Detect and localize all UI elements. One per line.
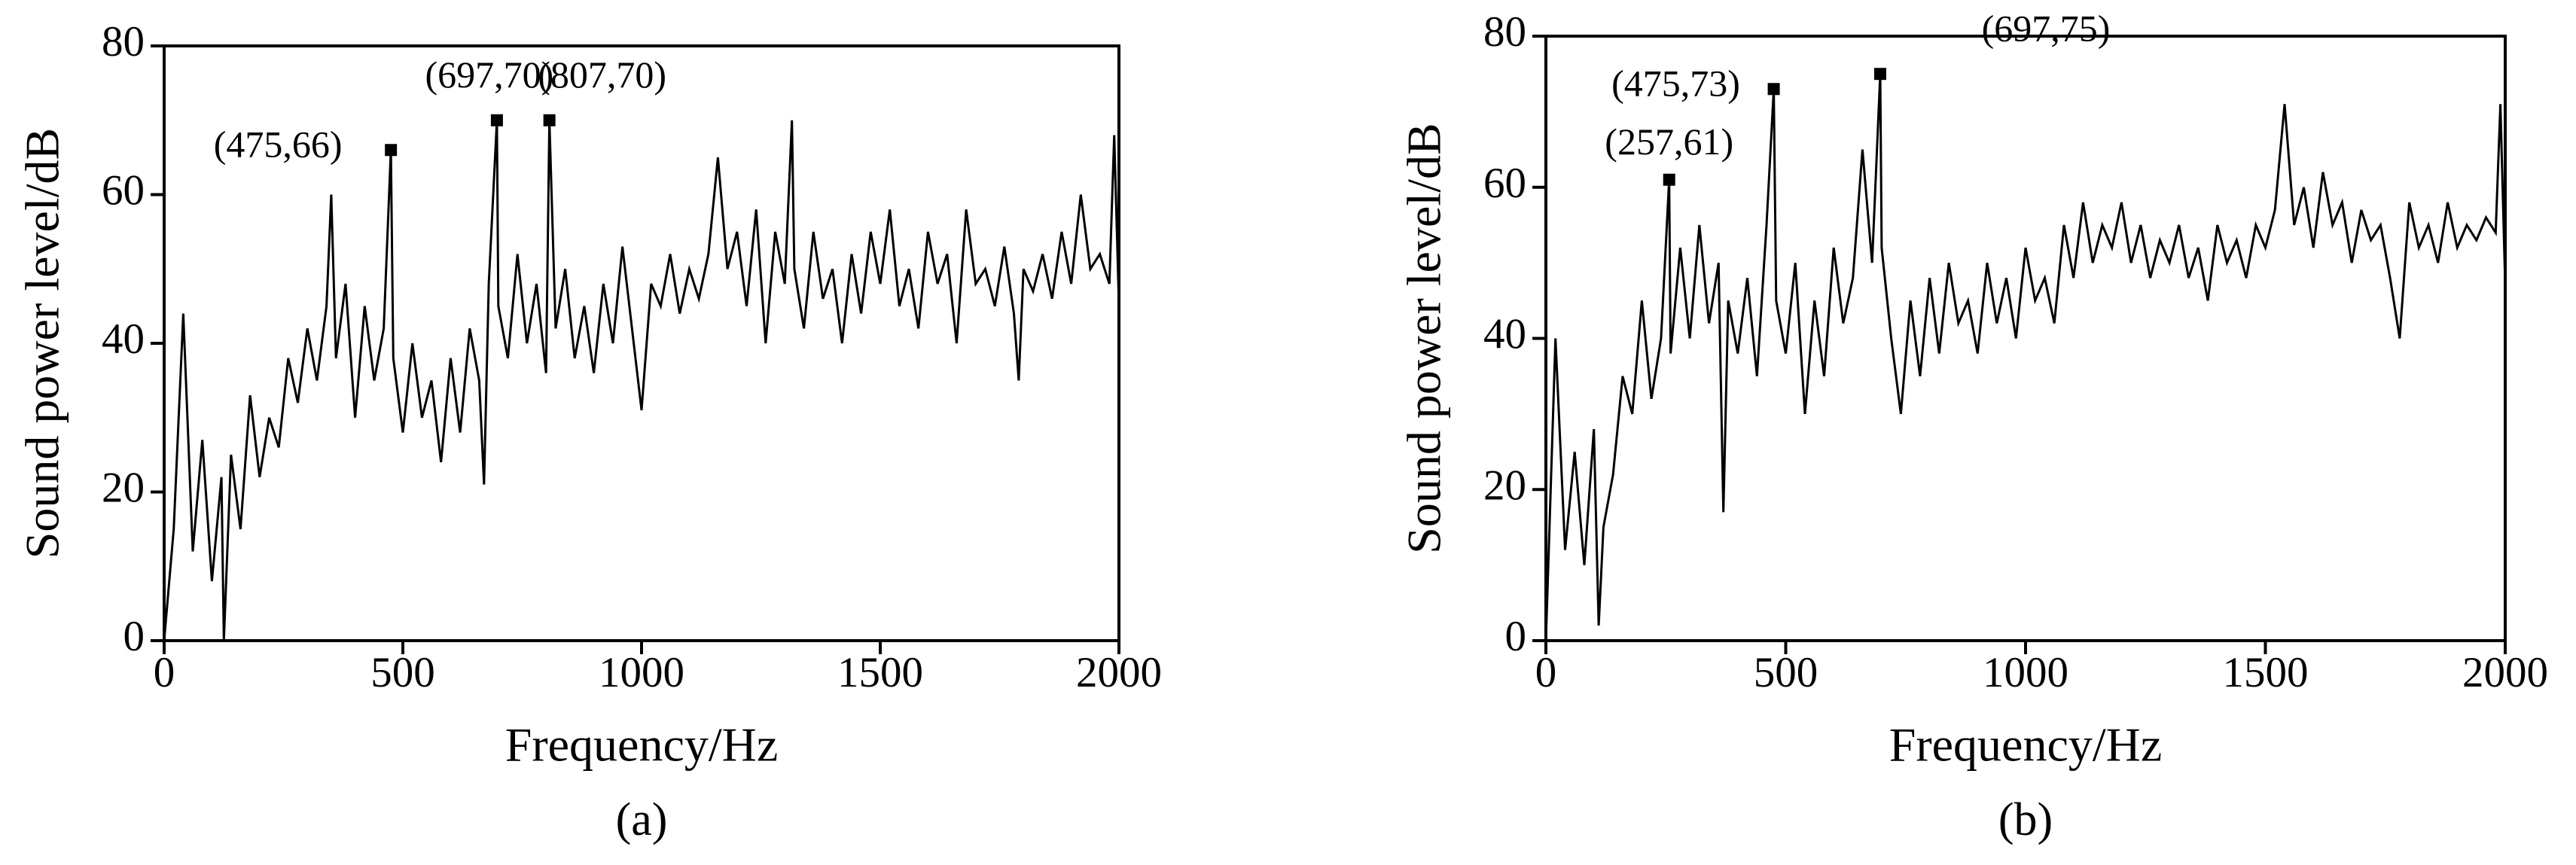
y-tick-label: 80 xyxy=(1483,8,1526,56)
y-tick-label: 20 xyxy=(102,464,145,512)
peak-marker xyxy=(1873,68,1886,81)
peak-label: (475,66) xyxy=(214,123,343,166)
x-tick-label: 500 xyxy=(370,649,435,696)
peak-label: (257,61) xyxy=(1605,120,1733,163)
caption: (b) xyxy=(1998,794,2053,845)
spectrum-line xyxy=(1544,74,2507,641)
y-tick-label: 40 xyxy=(1483,311,1526,358)
x-tick-label: 500 xyxy=(1754,649,1818,696)
peak-marker xyxy=(490,114,503,126)
peak-label: (475,73) xyxy=(1611,62,1740,105)
y-tick-label: 80 xyxy=(102,18,145,65)
x-tick-label: 0 xyxy=(1535,649,1557,696)
x-tick-label: 0 xyxy=(154,649,175,696)
y-tick-label: 20 xyxy=(1483,461,1526,509)
x-tick-label: 1500 xyxy=(837,649,923,696)
y-tick-label: 0 xyxy=(1505,613,1527,660)
y-axis-label: Sound power level/dB xyxy=(16,128,69,559)
y-tick-label: 40 xyxy=(102,315,145,363)
x-tick-label: 1000 xyxy=(1983,649,2068,696)
x-axis-label: Frequency/Hz xyxy=(505,718,779,772)
peak-label: (697,75) xyxy=(1982,8,2111,50)
peak-marker xyxy=(1767,83,1780,96)
peak-label: (807,70) xyxy=(538,53,666,96)
y-tick-label: 60 xyxy=(102,167,145,215)
x-tick-label: 2000 xyxy=(1076,649,1162,696)
caption: (a) xyxy=(616,794,668,845)
spectrum-line xyxy=(163,120,1120,641)
peak-marker xyxy=(385,144,398,157)
peak-label: (697,70) xyxy=(425,53,553,96)
x-tick-label: 2000 xyxy=(2462,649,2548,696)
peak-marker xyxy=(543,114,556,126)
x-tick-label: 1000 xyxy=(599,649,684,696)
y-tick-label: 0 xyxy=(123,613,145,660)
x-tick-label: 1500 xyxy=(2223,649,2309,696)
peak-marker xyxy=(1663,173,1675,186)
y-axis-label: Sound power level/dB xyxy=(1398,123,1451,553)
y-tick-label: 60 xyxy=(1483,160,1526,207)
x-axis-label: Frequency/Hz xyxy=(1889,718,2163,772)
